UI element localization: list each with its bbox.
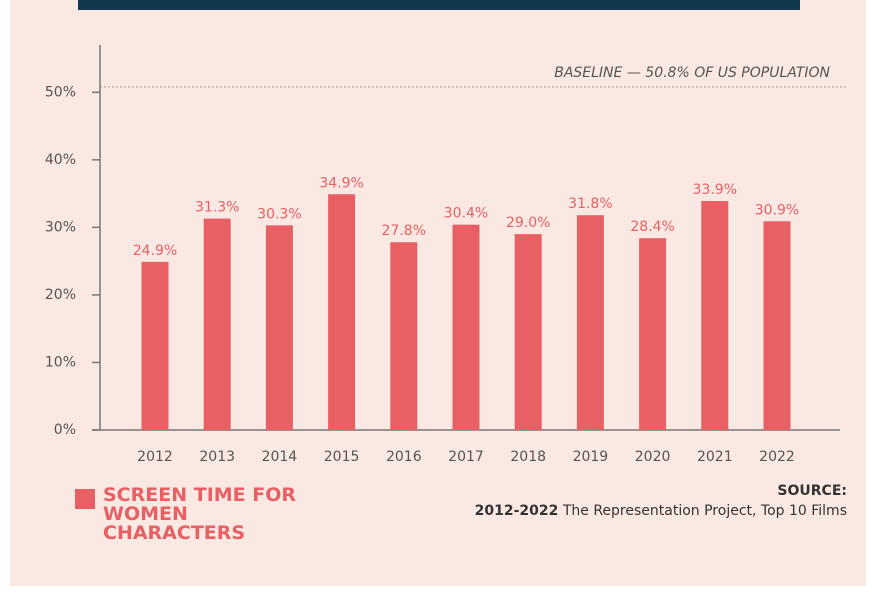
value-label: 28.4% [630, 219, 674, 235]
value-label: 33.9% [693, 182, 737, 198]
x-tick-label: 2013 [199, 449, 235, 465]
x-tick-label: 2017 [448, 449, 484, 465]
y-tick-label: 40% [45, 152, 76, 168]
bar [265, 225, 293, 430]
bar [701, 201, 729, 430]
x-tick-label: 2014 [262, 449, 298, 465]
x-tick-label: 2019 [573, 449, 609, 465]
x-tick-label: 2012 [137, 449, 173, 465]
y-tick-label: 20% [45, 287, 76, 303]
baseline-label: BASELINE — 50.8% OF US POPULATION [554, 65, 830, 81]
legend: SCREEN TIME FOR WOMEN CHARACTERS [75, 486, 323, 543]
y-tick-label: 10% [45, 354, 76, 370]
x-tick-label: 2015 [324, 449, 360, 465]
bar [639, 238, 667, 430]
bar [452, 224, 480, 430]
value-label: 24.9% [133, 243, 177, 259]
x-tick-label: 2018 [510, 449, 546, 465]
y-tick-label: 0% [54, 422, 76, 438]
value-label: 31.3% [195, 200, 239, 216]
y-tick-label: 50% [45, 84, 76, 100]
source-body: 2012-2022 The Representation Project, To… [467, 501, 847, 521]
value-label: 30.9% [755, 202, 799, 218]
bar [203, 218, 231, 430]
bar [576, 215, 604, 430]
bar [514, 234, 542, 430]
x-tick-label: 2022 [759, 449, 795, 465]
x-tick-label: 2021 [697, 449, 733, 465]
value-label: 29.0% [506, 215, 550, 231]
value-label: 30.3% [257, 206, 301, 222]
value-label: 30.4% [444, 206, 488, 222]
source-text: The Representation Project, Top 10 Films [562, 503, 847, 519]
x-tick-label: 2020 [635, 449, 671, 465]
value-label: 34.9% [319, 175, 363, 191]
header-bar [78, 0, 800, 10]
legend-swatch [75, 489, 95, 509]
bar [328, 194, 356, 430]
source: SOURCE: 2012-2022 The Representation Pro… [467, 481, 847, 521]
bar [763, 221, 791, 430]
bar [141, 261, 169, 430]
legend-label: SCREEN TIME FOR WOMEN CHARACTERS [103, 484, 297, 544]
x-tick-label: 2016 [386, 449, 422, 465]
source-title: SOURCE: [777, 483, 847, 499]
value-label: 31.8% [568, 196, 612, 212]
source-years: 2012-2022 [474, 503, 559, 519]
y-tick-label: 30% [45, 219, 76, 235]
value-label: 27.8% [382, 223, 426, 239]
bar [390, 242, 418, 430]
